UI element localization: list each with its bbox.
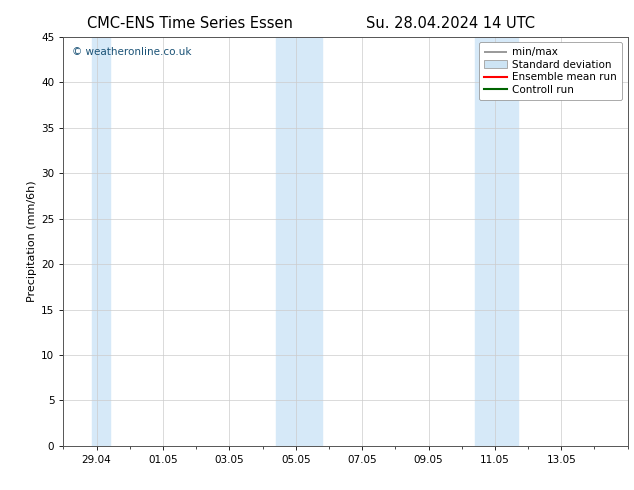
Text: © weatheronline.co.uk: © weatheronline.co.uk bbox=[72, 47, 191, 57]
Text: CMC-ENS Time Series Essen: CMC-ENS Time Series Essen bbox=[87, 16, 293, 31]
Bar bbox=[475, 37, 495, 446]
Bar bbox=[495, 37, 518, 446]
Bar bbox=[276, 37, 299, 446]
Legend: min/max, Standard deviation, Ensemble mean run, Controll run: min/max, Standard deviation, Ensemble me… bbox=[479, 42, 623, 100]
Bar bbox=[91, 37, 110, 446]
Text: Su. 28.04.2024 14 UTC: Su. 28.04.2024 14 UTC bbox=[366, 16, 534, 31]
Bar bbox=[299, 37, 322, 446]
Y-axis label: Precipitation (mm/6h): Precipitation (mm/6h) bbox=[27, 180, 37, 302]
